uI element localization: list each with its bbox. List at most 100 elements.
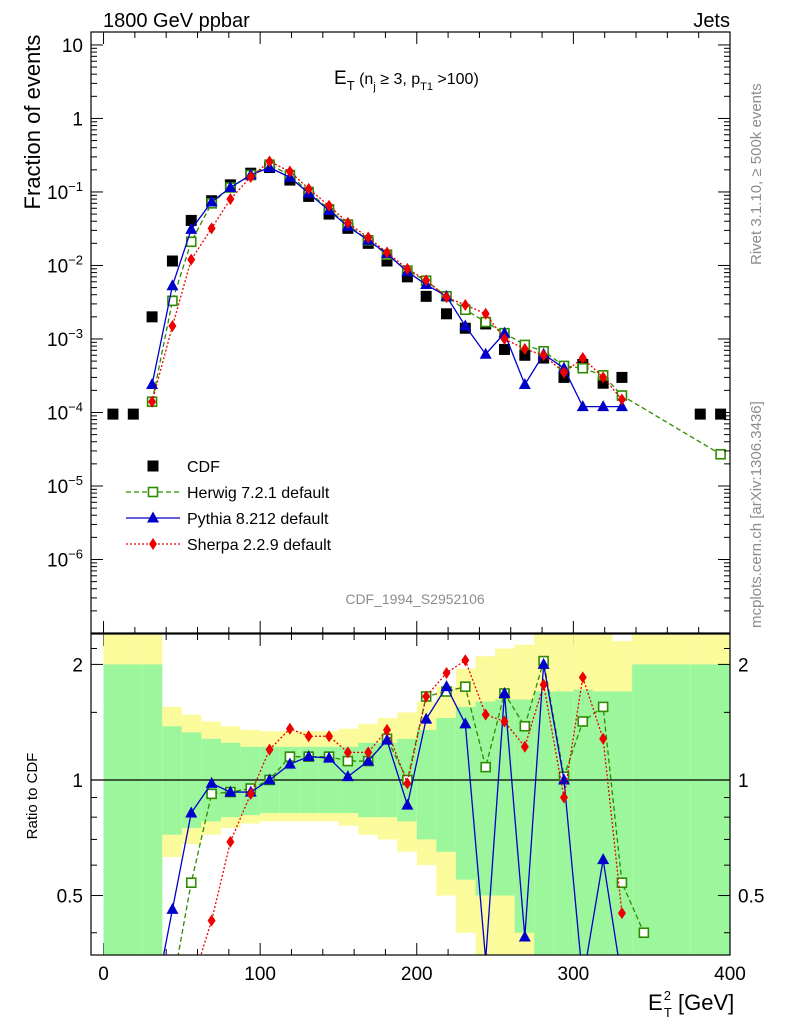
cdf-point: [127, 408, 139, 420]
cdf-point: [519, 349, 531, 361]
cdf-point: [381, 255, 393, 267]
inner-band-bin: [495, 699, 515, 896]
sherpa-point: [578, 352, 587, 365]
sherpa-ratio-point: [403, 777, 412, 790]
sherpa-ratio-point: [304, 730, 313, 743]
title-paren: (n: [355, 71, 374, 88]
legend-label: CDF: [187, 459, 220, 476]
mcplots-label: mcplots.cern.ch [arXiv:1306.3436]: [748, 401, 765, 628]
title-tail: >100): [433, 71, 479, 88]
sherpa-point: [461, 298, 470, 311]
sherpa-point: [226, 193, 235, 206]
legend-marker: [147, 511, 159, 523]
sherpa-ratio-point: [207, 914, 216, 927]
sherpa-point: [559, 366, 568, 379]
pythia-ratio-point: [420, 712, 433, 724]
sherpa-point: [285, 165, 294, 178]
ratio-y-tick-label: 2: [72, 655, 83, 676]
sherpa-ratio-point: [599, 732, 608, 745]
pythia-line: [151, 166, 622, 408]
inner-band-bin: [612, 691, 633, 955]
pythia-ratio-point: [381, 733, 394, 745]
analysis-watermark: CDF_1994_S2952106: [345, 591, 485, 607]
sherpa-point: [187, 253, 196, 266]
inner-band-bin: [142, 664, 163, 955]
y-tick-label: 10−5: [47, 473, 83, 498]
y-tick-label: 10−6: [47, 546, 83, 571]
uncertainty-bands: [103, 634, 730, 955]
inner-band-bin: [436, 718, 456, 852]
y-tick-label: 10: [62, 36, 83, 57]
sherpa-point: [520, 343, 529, 356]
y-tick-label: 10−4: [47, 399, 83, 424]
cdf-point: [146, 311, 158, 323]
herwig-ratio-point: [597, 701, 609, 713]
sherpa-ratio-point: [539, 678, 548, 691]
ratio-y-tick-label-right: 1: [738, 771, 749, 792]
sherpa-point: [539, 349, 548, 362]
sherpa-ratio-point: [442, 666, 451, 679]
herwig-point: [167, 295, 178, 307]
title-main: E: [334, 68, 347, 89]
pythia-ratio-point: [362, 754, 375, 766]
pythia-point: [146, 378, 159, 390]
title-sub: T: [347, 78, 355, 93]
herwig-ratio-point: [519, 720, 531, 732]
x-tick-label: 400: [714, 964, 746, 985]
herwig-ratio-point: [206, 788, 217, 800]
header-left: 1800 GeV ppbar: [103, 10, 250, 32]
sherpa-ratio-point: [422, 690, 431, 703]
sherpa-ratio-point: [285, 722, 294, 735]
y-tick-label: 10−2: [47, 252, 83, 277]
top-plot-frame: [90, 31, 731, 634]
legend-label: Sherpa 2.2.9 default: [187, 537, 332, 554]
inner-band-bin: [632, 664, 691, 955]
pythia-ratio-point: [440, 680, 453, 692]
y-tick-label: 10−3: [47, 326, 83, 351]
sherpa-line: [151, 160, 623, 402]
sherpa-point: [617, 393, 626, 406]
pythia-ratio-point: [498, 686, 511, 698]
inner-band-bin: [455, 706, 476, 880]
inner-band-bin: [240, 746, 261, 816]
xlabel-sub: T: [664, 1005, 672, 1020]
ratio-y-tick-label: 1: [72, 771, 83, 792]
xlabel-sup: 2: [664, 988, 671, 1003]
sherpa-point: [422, 274, 431, 287]
title-psub: T1: [420, 81, 433, 93]
pythia-ratio-point: [518, 930, 531, 942]
pythia-point: [615, 400, 628, 412]
sherpa-point: [168, 320, 177, 333]
pythia-ratio-point: [263, 773, 276, 785]
inner-band-bin: [475, 701, 496, 896]
pythia-point: [498, 326, 511, 338]
cdf-point: [185, 214, 197, 226]
xlabel-main: E: [648, 990, 663, 1015]
legend-marker: [147, 486, 159, 498]
pythia-ratio-point: [537, 657, 550, 669]
ratio-y-tick-label-right: 0.5: [738, 887, 764, 908]
pythia-ratio-point: [459, 717, 472, 729]
title-nsub: j: [372, 81, 375, 93]
pythia-point: [479, 347, 492, 359]
pythia-point: [166, 279, 179, 291]
herwig-ratio-point: [480, 761, 491, 773]
x-axis-label: E2 T [GeV]: [648, 988, 734, 1020]
inner-band-bin: [534, 691, 554, 955]
pythia-point: [224, 180, 237, 192]
pythia-point: [205, 195, 218, 207]
sherpa-ratio-point: [500, 715, 509, 728]
cdf-point: [401, 271, 413, 283]
sherpa-point: [343, 216, 352, 229]
rivet-label: Rivet 3.1.10, ≥ 500k events: [748, 83, 765, 265]
sherpa-point: [442, 291, 451, 304]
sherpa-point: [383, 246, 392, 259]
xlabel-unit: [GeV]: [672, 990, 734, 1015]
sherpa-point: [364, 231, 373, 244]
pythia-ratio-point: [185, 806, 198, 818]
plot-title: ET (nj ≥ 3, pT1 >100): [334, 68, 479, 93]
pythia-ratio-point: [323, 751, 336, 763]
x-tick-label: 200: [401, 964, 433, 985]
pythia-point: [185, 222, 198, 234]
legend-label: Herwig 7.2.1 default: [187, 485, 330, 502]
